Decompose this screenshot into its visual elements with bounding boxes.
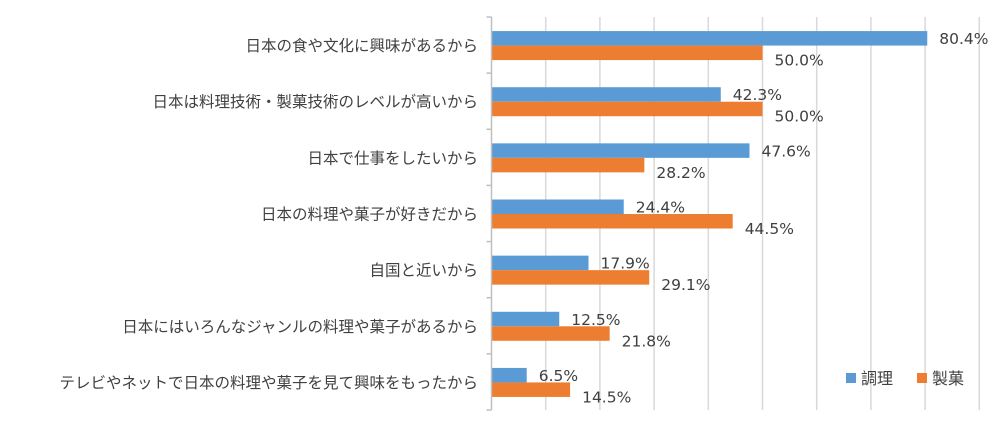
category-label: 日本で仕事をしたいから — [307, 149, 478, 167]
bar-confectionery — [491, 382, 571, 397]
category-label: テレビやネットで日本の料理や菓子を見て興味をもったから — [59, 374, 478, 392]
legend: 調理 製菓 — [846, 369, 964, 388]
bar-confectionery — [491, 270, 650, 285]
data-label: 28.2% — [656, 164, 705, 182]
bar-confectionery — [491, 326, 610, 341]
data-label: 29.1% — [661, 276, 710, 294]
category-label: 日本の食や文化に興味があるから — [245, 37, 478, 55]
legend-swatch-confectionery — [917, 373, 927, 383]
data-label: 12.5% — [571, 311, 620, 329]
bar-confectionery — [491, 45, 763, 61]
bar-confectionery — [491, 214, 733, 229]
data-label: 6.5% — [539, 367, 578, 385]
gridlines — [544, 17, 981, 410]
y-axis — [486, 16, 493, 411]
category-label: 日本は料理技術・製菓技術のレベルが高いから — [152, 93, 478, 111]
data-label: 80.4% — [939, 30, 988, 48]
legend-label-cooking: 調理 — [861, 369, 893, 388]
bar-confectionery — [491, 101, 763, 117]
data-label: 47.6% — [761, 142, 810, 160]
bar-cooking — [491, 87, 721, 102]
category-label: 日本の料理や菓子が好きだから — [261, 206, 478, 224]
data-label: 17.9% — [601, 255, 650, 273]
bars — [491, 31, 928, 397]
data-label: 21.8% — [622, 332, 671, 350]
data-label: 14.5% — [582, 388, 631, 406]
category-label: 自国と近いから — [369, 262, 478, 280]
data-label: 50.0% — [775, 108, 824, 126]
bar-confectionery — [491, 157, 645, 173]
data-label: 50.0% — [775, 52, 824, 70]
bar-cooking — [491, 143, 750, 158]
bar-cooking — [491, 311, 560, 327]
category-labels: 日本の食や文化に興味があるから日本は料理技術・製菓技術のレベルが高いから日本で仕… — [59, 37, 478, 392]
legend-swatch-cooking — [846, 373, 856, 383]
legend-label-confectionery: 製菓 — [932, 369, 964, 388]
data-labels: 80.4% 50.0% 42.3% 50.0% 47.6% 28.2% 24.4% 44.5%… — [539, 30, 989, 406]
bar-cooking — [491, 31, 928, 46]
data-label: 42.3% — [733, 86, 782, 104]
data-label: 44.5% — [745, 220, 794, 238]
bar-cooking — [491, 367, 527, 383]
bar-cooking — [491, 255, 589, 271]
data-label: 24.4% — [636, 199, 685, 217]
bar-cooking — [491, 199, 624, 214]
category-label: 日本にはいろんなジャンルの料理や菓子があるから — [122, 318, 478, 336]
